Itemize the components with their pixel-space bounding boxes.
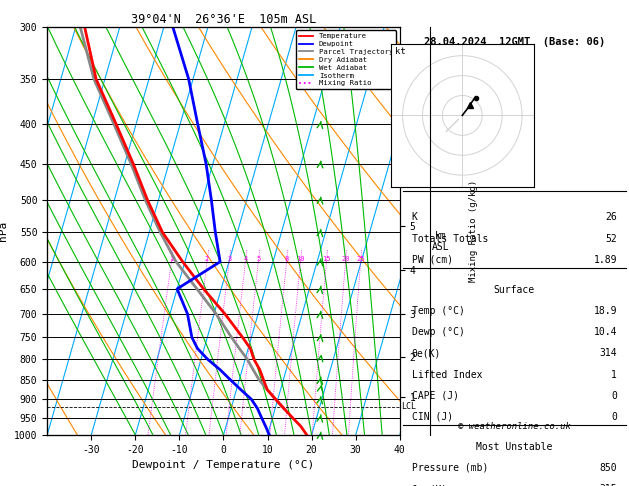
Text: 52: 52 [605, 234, 617, 243]
Text: Temp (°C): Temp (°C) [411, 306, 464, 316]
Text: CAPE (J): CAPE (J) [411, 391, 459, 401]
Text: Dewp (°C): Dewp (°C) [411, 327, 464, 337]
X-axis label: Dewpoint / Temperature (°C): Dewpoint / Temperature (°C) [132, 460, 314, 470]
Y-axis label: hPa: hPa [0, 221, 8, 241]
Text: K: K [411, 212, 418, 223]
Text: Pressure (mb): Pressure (mb) [411, 463, 488, 473]
Text: 315: 315 [599, 484, 617, 486]
Text: 314: 314 [599, 348, 617, 358]
Text: CIN (J): CIN (J) [411, 412, 453, 422]
Y-axis label: Mixing Ratio (g/kg): Mixing Ratio (g/kg) [469, 180, 478, 282]
Text: θe (K): θe (K) [411, 484, 447, 486]
Text: 3: 3 [227, 256, 231, 262]
Text: θe(K): θe(K) [411, 348, 441, 358]
Text: 5: 5 [256, 256, 260, 262]
Text: 25: 25 [357, 256, 365, 262]
Text: 1: 1 [169, 256, 174, 262]
Text: 0: 0 [611, 412, 617, 422]
Text: Most Unstable: Most Unstable [476, 442, 552, 451]
Y-axis label: km
ASL: km ASL [431, 231, 449, 252]
Text: 850: 850 [599, 463, 617, 473]
Text: kt: kt [394, 47, 405, 56]
Text: 28.04.2024  12GMT  (Base: 06): 28.04.2024 12GMT (Base: 06) [424, 37, 605, 47]
Text: Totals Totals: Totals Totals [411, 234, 488, 243]
Text: 8: 8 [284, 256, 289, 262]
Text: LCL: LCL [401, 402, 416, 411]
Legend: Temperature, Dewpoint, Parcel Trajectory, Dry Adiabat, Wet Adiabat, Isotherm, Mi: Temperature, Dewpoint, Parcel Trajectory… [296, 30, 396, 89]
Text: Surface: Surface [494, 285, 535, 295]
Text: Lifted Index: Lifted Index [411, 369, 482, 380]
Text: 10.4: 10.4 [593, 327, 617, 337]
Text: 2: 2 [205, 256, 209, 262]
Text: 1: 1 [611, 369, 617, 380]
Text: 10: 10 [296, 256, 304, 262]
Title: 39°04'N  26°36'E  105m ASL: 39°04'N 26°36'E 105m ASL [131, 13, 316, 26]
Text: 15: 15 [322, 256, 331, 262]
Text: 1.89: 1.89 [593, 255, 617, 265]
Text: 26: 26 [605, 212, 617, 223]
Text: 0: 0 [611, 391, 617, 401]
Text: 18.9: 18.9 [593, 306, 617, 316]
Text: 20: 20 [342, 256, 350, 262]
Text: © weatheronline.co.uk: © weatheronline.co.uk [458, 422, 571, 431]
Text: PW (cm): PW (cm) [411, 255, 453, 265]
Text: 4: 4 [243, 256, 248, 262]
